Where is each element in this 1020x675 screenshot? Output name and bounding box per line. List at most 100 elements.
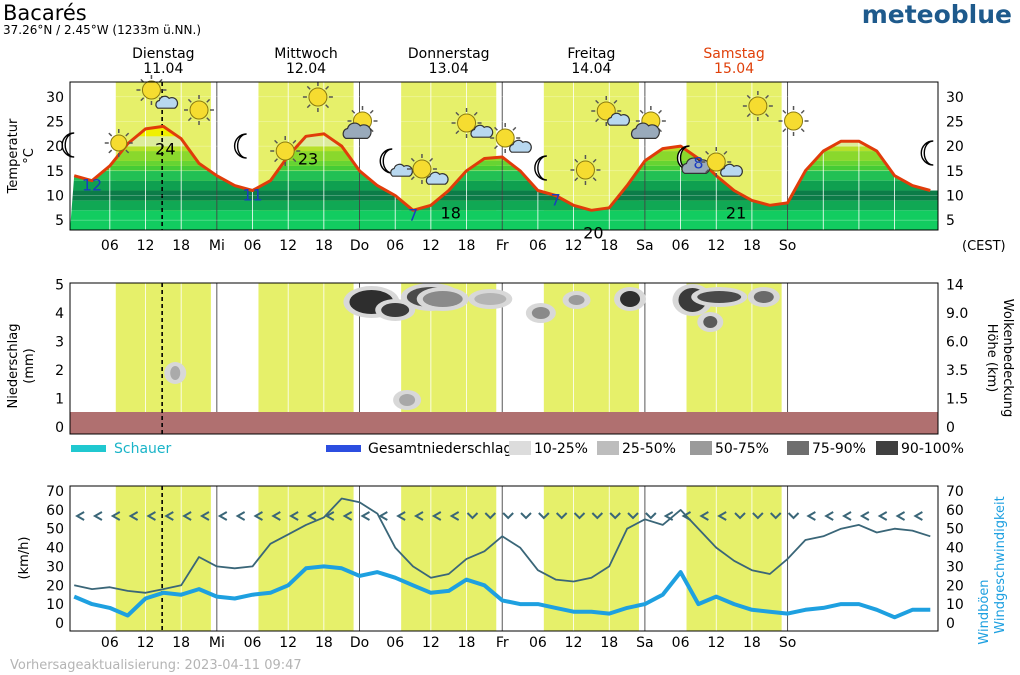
temp-extreme-label: 18 <box>441 204 461 223</box>
wind-direction-arrow <box>752 512 764 520</box>
cloud-bin-swatch <box>509 441 531 455</box>
wind-direction-arrow <box>591 512 604 520</box>
temp-y-tick-right: 5 <box>946 213 955 229</box>
x-tick-label: 06 <box>529 635 547 651</box>
cloud-y-tick: 0 <box>946 420 955 436</box>
temp-fill-band <box>70 165 938 171</box>
day-date: 12.04 <box>286 61 326 77</box>
wind-direction-arrow <box>164 511 174 521</box>
cloud-y-tick: 1.5 <box>946 392 968 408</box>
temp-extreme-label: 8 <box>693 153 703 172</box>
temp-y-tick: 20 <box>46 139 64 155</box>
wind-y-tick-right: 0 <box>946 616 955 632</box>
sun-icon <box>136 75 167 105</box>
temperature-panel: 24 12 23 11 18 7 20 7 21 8 5 5 10 10 15 15 20 20 25 25 30 30… <box>6 75 1006 254</box>
cloud-bin-label: 90-100% <box>901 441 964 457</box>
wind-direction-arrow <box>877 511 888 521</box>
wind-direction-arrow <box>573 512 586 520</box>
moon-icon <box>920 140 934 166</box>
wind-y-tick: 40 <box>46 541 64 557</box>
wind-axis-label: (km/h) <box>17 537 32 580</box>
cloud-icon <box>390 163 413 177</box>
x-tick-label: 18 <box>458 238 476 254</box>
wind-y-tick-right: 50 <box>946 522 964 538</box>
cloud-bin-swatch <box>787 441 809 455</box>
x-tick-label: Sa <box>636 238 653 254</box>
temp-extreme-label: 21 <box>726 204 746 223</box>
cloud-patch <box>531 307 550 319</box>
wind-direction-arrow <box>396 511 406 521</box>
wind-direction-arrow <box>895 511 906 521</box>
wind-y-tick: 50 <box>46 522 64 538</box>
daylight-band <box>686 486 782 631</box>
moon-icon <box>379 148 393 174</box>
x-tick-label: 18 <box>172 635 190 651</box>
temp-y-tick: 25 <box>46 114 64 130</box>
wind-direction-arrow <box>324 511 335 521</box>
daylight-band <box>115 283 211 412</box>
cloud-icon <box>630 122 660 139</box>
wind-y-tick: 20 <box>46 578 64 594</box>
wind-speed-line <box>73 564 931 620</box>
precip-y-tick: 1 <box>55 392 64 408</box>
location-coords: 37.26°N / 2.45°W (1233m ü.NN.) <box>3 23 201 37</box>
wind-direction-arrow <box>360 511 370 521</box>
sun-icon <box>406 154 437 184</box>
daylight-band <box>258 486 354 631</box>
cloud-patch <box>697 291 742 303</box>
x-tick-label: Do <box>350 238 369 254</box>
wind-direction-arrow <box>538 512 550 520</box>
day-name: Freitag <box>567 46 615 62</box>
x-tick-label: 06 <box>244 238 262 254</box>
x-tick-label: 06 <box>386 238 404 254</box>
x-tick-label: 18 <box>458 635 476 651</box>
cloud-y-tick: 14 <box>946 278 964 294</box>
temp-y-tick-right: 15 <box>946 164 964 180</box>
sun-icon <box>451 108 482 138</box>
wind-direction-arrow <box>342 511 353 521</box>
cloud-bin-swatch <box>876 441 898 455</box>
cloud-bin-swatch <box>690 441 712 455</box>
wind-direction-arrow <box>110 511 121 521</box>
location-title: Bacarés <box>3 1 87 25</box>
cloud-y-tick: 3.5 <box>946 363 968 379</box>
sun-icon <box>184 95 215 125</box>
cloud-bin-swatch <box>597 441 619 455</box>
temp-extreme-label: 12 <box>82 176 102 195</box>
wind-y-tick: 10 <box>46 597 64 613</box>
gust-line <box>74 497 931 594</box>
wind-y-tick: 70 <box>46 484 64 500</box>
wind-direction-arrow <box>609 512 621 520</box>
sun-icon <box>778 106 809 136</box>
temp-y-tick-right: 10 <box>946 188 964 204</box>
timezone-label: (CEST) <box>962 239 1006 254</box>
cloud-patch <box>620 291 641 307</box>
cloud-patch <box>399 394 416 406</box>
x-tick-label: 18 <box>743 238 761 254</box>
sun-icon <box>701 147 732 177</box>
sun-icon <box>570 155 601 185</box>
moon-icon <box>233 133 247 159</box>
wind-y-tick-right: 40 <box>946 541 964 557</box>
wind-direction-arrow <box>806 511 816 521</box>
sun-icon <box>742 91 773 121</box>
wind-y-tick-right: 20 <box>946 578 964 594</box>
x-tick-label: 06 <box>244 635 262 651</box>
cloud-icon <box>470 124 494 138</box>
wind-y-tick-right: 60 <box>946 503 964 519</box>
wind-y-tick: 0 <box>55 616 64 632</box>
day-date: 15.04 <box>714 61 754 77</box>
temp-fill-band <box>70 170 938 181</box>
daylight-band <box>401 486 497 631</box>
cloud-patch <box>474 293 507 305</box>
day-name: Donnerstag <box>408 46 490 62</box>
x-tick-label: 18 <box>172 238 190 254</box>
precip-y-tick: 3 <box>55 335 64 351</box>
wind-direction-arrow <box>734 512 746 520</box>
temperature-unit-label: °C <box>22 148 37 164</box>
precip-axis-label: Niederschlag <box>6 324 21 409</box>
x-tick-label: Fr <box>496 238 509 254</box>
x-tick-label: So <box>779 635 796 651</box>
